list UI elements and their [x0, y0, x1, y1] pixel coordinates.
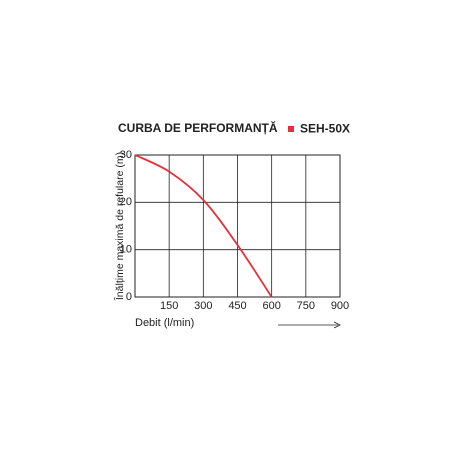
x-tick-label: 750	[297, 300, 315, 312]
y-axis-label: Înălțime maximă de refulare (m)	[113, 152, 126, 301]
legend-label: SEH-50X	[300, 122, 350, 136]
legend-swatch	[288, 126, 294, 132]
x-tick-label: 150	[160, 300, 178, 312]
performance-curve	[134, 154, 273, 298]
y-tick-label: 20	[120, 196, 132, 208]
x-tick-label: 300	[194, 300, 212, 312]
y-tick-label: 0	[126, 291, 132, 303]
x-tick-label: 600	[262, 300, 280, 312]
x-axis-label: Debit (l/min)	[135, 317, 194, 329]
x-tick-label: 450	[228, 300, 246, 312]
chart-title: CURBA DE PERFORMANȚĂ	[118, 120, 278, 135]
y-tick-label: 30	[120, 149, 132, 161]
arrow-head	[333, 321, 341, 329]
x-tick-label: 900	[331, 300, 349, 312]
y-tick-label: 10	[120, 244, 132, 256]
